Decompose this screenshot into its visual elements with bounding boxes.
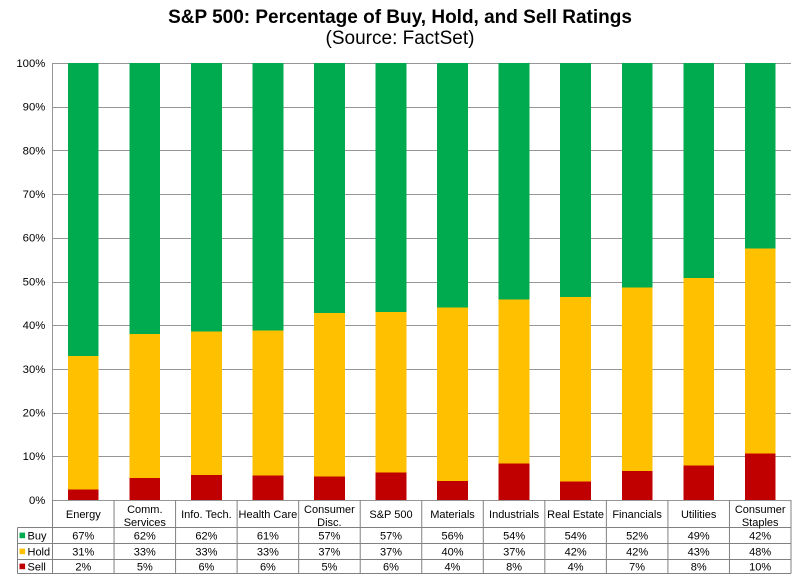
- svg-text:57%: 57%: [318, 530, 340, 542]
- svg-text:8%: 8%: [506, 561, 522, 573]
- svg-text:54%: 54%: [503, 530, 525, 542]
- svg-text:54%: 54%: [565, 530, 587, 542]
- svg-text:5%: 5%: [321, 561, 337, 573]
- svg-text:4%: 4%: [445, 561, 461, 573]
- svg-text:2%: 2%: [75, 561, 91, 573]
- svg-text:20%: 20%: [23, 408, 46, 420]
- svg-text:Info. Tech.: Info. Tech.: [181, 509, 232, 521]
- svg-text:48%: 48%: [749, 546, 771, 558]
- svg-text:60%: 60%: [23, 233, 46, 245]
- svg-text:80%: 80%: [23, 145, 46, 157]
- svg-text:Hold: Hold: [28, 546, 51, 558]
- svg-text:10%: 10%: [23, 451, 46, 463]
- svg-text:70%: 70%: [23, 189, 46, 201]
- svg-text:Disc.: Disc.: [317, 517, 341, 529]
- svg-text:6%: 6%: [260, 561, 276, 573]
- svg-text:Utilities: Utilities: [681, 509, 717, 521]
- svg-text:42%: 42%: [565, 546, 587, 558]
- svg-text:62%: 62%: [195, 530, 217, 542]
- svg-text:Buy: Buy: [28, 530, 47, 542]
- svg-text:Materials: Materials: [430, 509, 475, 521]
- svg-text:Industrials: Industrials: [489, 509, 540, 521]
- svg-text:56%: 56%: [441, 530, 463, 542]
- svg-text:61%: 61%: [257, 530, 279, 542]
- svg-text:7%: 7%: [629, 561, 645, 573]
- svg-text:(Source: FactSet): (Source: FactSet): [326, 28, 475, 49]
- svg-text:0%: 0%: [29, 495, 45, 507]
- svg-text:37%: 37%: [380, 546, 402, 558]
- svg-text:Health Care: Health Care: [239, 509, 298, 521]
- svg-text:37%: 37%: [318, 546, 340, 558]
- svg-text:33%: 33%: [134, 546, 156, 558]
- svg-text:Consumer: Consumer: [304, 504, 355, 516]
- svg-text:4%: 4%: [568, 561, 584, 573]
- svg-text:42%: 42%: [626, 546, 648, 558]
- svg-text:Consumer: Consumer: [735, 504, 786, 516]
- svg-text:31%: 31%: [72, 546, 94, 558]
- svg-text:33%: 33%: [257, 546, 279, 558]
- svg-text:49%: 49%: [688, 530, 710, 542]
- svg-text:Sell: Sell: [28, 561, 46, 573]
- svg-text:5%: 5%: [137, 561, 153, 573]
- svg-text:30%: 30%: [23, 364, 46, 376]
- svg-text:57%: 57%: [380, 530, 402, 542]
- svg-text:S&P 500: S&P 500: [369, 509, 412, 521]
- svg-text:100%: 100%: [16, 58, 45, 70]
- svg-text:43%: 43%: [688, 546, 710, 558]
- svg-text:40%: 40%: [23, 320, 46, 332]
- svg-text:67%: 67%: [72, 530, 94, 542]
- svg-text:40%: 40%: [441, 546, 463, 558]
- svg-text:37%: 37%: [503, 546, 525, 558]
- svg-text:S&P 500: Percentage of Buy, Ho: S&P 500: Percentage of Buy, Hold, and Se…: [168, 7, 632, 28]
- svg-text:Comm.: Comm.: [127, 504, 162, 516]
- svg-text:Services: Services: [124, 517, 167, 529]
- svg-text:Staples: Staples: [742, 517, 779, 529]
- svg-text:6%: 6%: [383, 561, 399, 573]
- svg-text:42%: 42%: [749, 530, 771, 542]
- svg-text:62%: 62%: [134, 530, 156, 542]
- svg-text:10%: 10%: [749, 561, 771, 573]
- svg-text:Real Estate: Real Estate: [547, 509, 604, 521]
- svg-text:90%: 90%: [23, 102, 46, 114]
- svg-text:33%: 33%: [195, 546, 217, 558]
- svg-text:Financials: Financials: [612, 509, 662, 521]
- svg-text:52%: 52%: [626, 530, 648, 542]
- svg-text:Energy: Energy: [66, 509, 101, 521]
- svg-text:8%: 8%: [691, 561, 707, 573]
- svg-text:50%: 50%: [23, 276, 46, 288]
- svg-text:6%: 6%: [198, 561, 214, 573]
